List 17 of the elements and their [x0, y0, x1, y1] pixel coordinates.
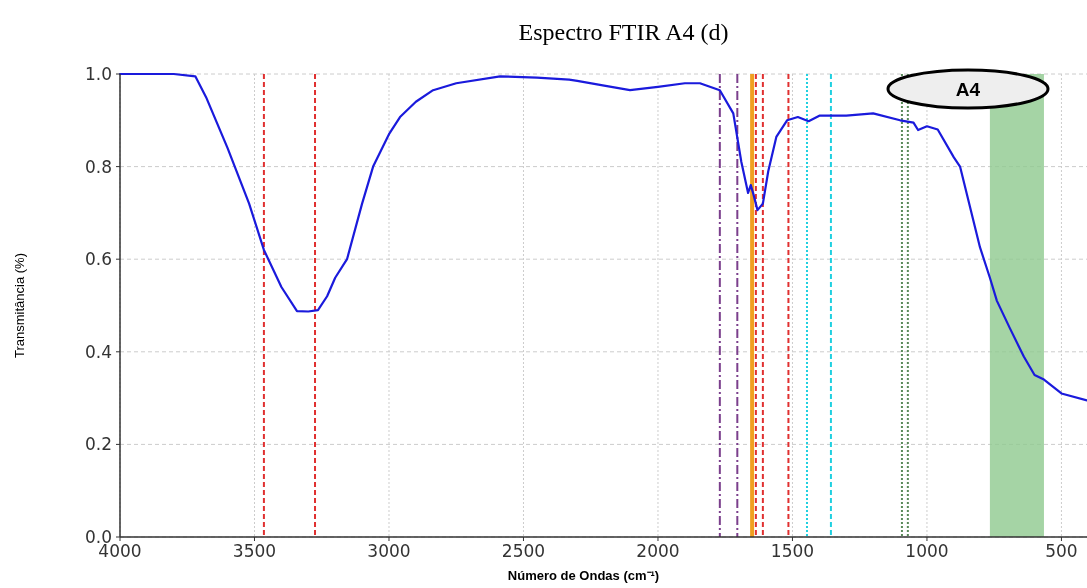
- x-tick-label: 2000: [636, 541, 680, 561]
- y-tick-label: 0.6: [84, 249, 112, 270]
- annotation: A4: [955, 79, 981, 100]
- chart-title: Espectro FTIR A4 (d): [518, 19, 729, 45]
- y-tick-label: 0.4: [84, 341, 112, 362]
- x-tick-label: 500: [1045, 541, 1078, 561]
- x-tick-label: 3000: [367, 541, 411, 561]
- x-tick-label: 2500: [501, 541, 546, 561]
- x-tick-label: 1500: [770, 541, 815, 561]
- x-tick-label: 1000: [905, 541, 949, 561]
- y-tick-label: 0.2: [84, 434, 112, 455]
- oval-badge: A4: [886, 68, 1050, 110]
- y-axis-title: Transmitância (%): [12, 253, 27, 358]
- x-tick-label: 3500: [232, 541, 277, 561]
- x-axis-title: Número de Ondas (cm⁻¹): [507, 568, 660, 583]
- y-tick-label: 0.8: [84, 156, 112, 177]
- y-tick-label: 1.0: [84, 64, 112, 84]
